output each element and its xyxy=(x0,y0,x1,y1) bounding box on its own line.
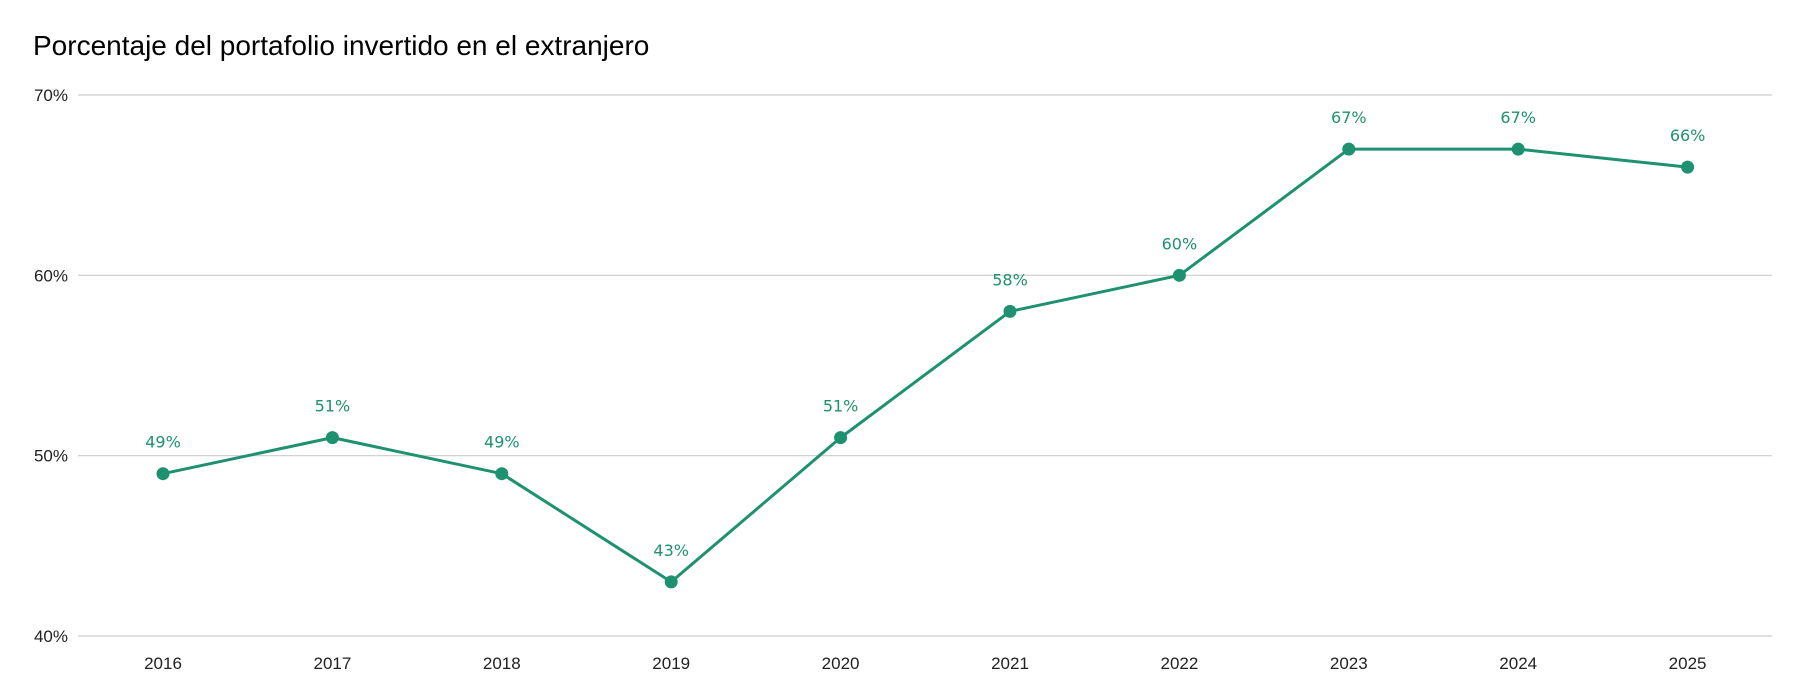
y-axis-tick-labels: 40% 50% 60% 70% xyxy=(34,86,68,646)
data-point-2018 xyxy=(495,467,509,481)
data-label-2024: 67% xyxy=(1500,108,1536,127)
y-tick-label: 40% xyxy=(34,627,68,646)
data-point-2022 xyxy=(1172,268,1186,282)
x-tick-label: 2021 xyxy=(991,654,1029,673)
x-tick-label: 2025 xyxy=(1669,654,1707,673)
series-line xyxy=(162,147,1688,584)
data-labels: 49% 51% 49% 43% 51% 58% 60% 67% 67% 66% xyxy=(145,108,1705,560)
data-point-2025 xyxy=(1681,160,1695,174)
x-tick-label: 2018 xyxy=(483,654,521,673)
data-label-2025: 66% xyxy=(1670,126,1706,145)
y-tick-label: 50% xyxy=(34,447,68,466)
data-point-2020 xyxy=(834,431,848,445)
y-tick-label: 60% xyxy=(34,266,68,285)
data-label-2020: 51% xyxy=(823,397,859,416)
x-tick-label: 2023 xyxy=(1330,654,1368,673)
data-point-2021 xyxy=(1003,304,1017,318)
data-label-2019: 43% xyxy=(653,541,689,560)
x-tick-label: 2022 xyxy=(1160,654,1198,673)
data-label-2022: 60% xyxy=(1162,234,1198,253)
x-tick-label: 2017 xyxy=(313,654,351,673)
x-tick-label: 2020 xyxy=(822,654,860,673)
data-point-2023 xyxy=(1342,142,1356,156)
data-point-2019 xyxy=(664,575,678,589)
x-tick-label: 2024 xyxy=(1499,654,1537,673)
data-label-2018: 49% xyxy=(484,433,520,452)
x-axis-tick-labels: 2016 2017 2018 2019 2020 2021 2022 2023 2024 2025 xyxy=(144,654,1706,673)
x-tick-label: 2016 xyxy=(144,654,182,673)
x-tick-label: 2019 xyxy=(652,654,690,673)
chart-title: Porcentaje del portafolio invertido en e… xyxy=(33,30,650,61)
data-points xyxy=(156,142,1695,589)
y-tick-label: 70% xyxy=(34,86,68,105)
data-label-2023: 67% xyxy=(1331,108,1367,127)
data-point-2017 xyxy=(325,431,339,445)
series-line-group xyxy=(162,147,1688,584)
data-label-2016: 49% xyxy=(145,433,181,452)
data-label-2017: 51% xyxy=(315,397,351,416)
data-point-2016 xyxy=(156,467,170,481)
gridlines xyxy=(78,94,1772,637)
data-point-2024 xyxy=(1511,142,1525,156)
data-label-2021: 58% xyxy=(992,270,1028,289)
